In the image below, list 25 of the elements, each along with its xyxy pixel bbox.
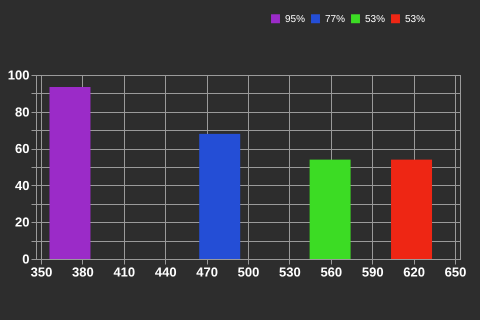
legend-label: 53% <box>365 14 386 25</box>
x-tick-label: 410 <box>113 264 136 280</box>
legend-label: 77% <box>325 14 346 25</box>
x-tick-label: 530 <box>279 264 301 280</box>
bar <box>49 86 90 259</box>
x-tick-label: 560 <box>320 264 342 280</box>
y-tick-label: 80 <box>15 104 30 120</box>
x-tick-label: 590 <box>362 264 384 280</box>
y-tick-label: 0 <box>22 252 30 266</box>
x-tick-label: 350 <box>30 264 52 280</box>
y-tick-label: 40 <box>15 178 30 193</box>
x-tick-label: 470 <box>196 264 218 280</box>
y-tick-label: 20 <box>15 214 30 230</box>
x-tick-label: 440 <box>154 264 177 280</box>
y-tick-label: 60 <box>15 141 30 156</box>
y-tick-label: 100 <box>8 68 30 82</box>
x-tick-label: 650 <box>444 264 466 280</box>
x-tick-label: 620 <box>403 264 425 280</box>
legend-label: 95% <box>285 14 306 25</box>
x-tick-label: 380 <box>72 264 94 280</box>
legend-label: 53% <box>405 14 426 25</box>
bar <box>391 160 432 259</box>
bar <box>310 160 351 259</box>
x-tick-label: 500 <box>238 264 260 280</box>
bar <box>199 134 240 259</box>
